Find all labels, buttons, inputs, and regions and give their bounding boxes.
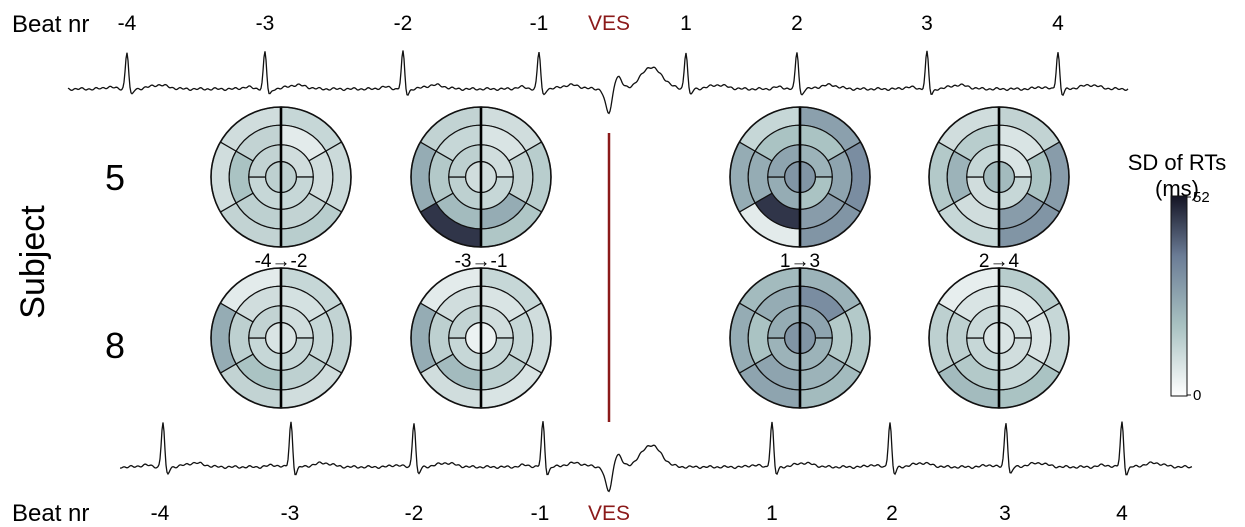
colorbar-max-label: 52 [1193, 189, 1210, 206]
ves-label-top: VES [588, 12, 630, 35]
beat-label-bottom: 4 [1116, 502, 1128, 525]
comparison-labels: -4→-2 -3→-1 1→3 2→4 [255, 251, 1020, 272]
beat-label-bottom: 2 [886, 502, 898, 525]
bullseye-outline [410, 106, 552, 248]
beat-label-bottom: -2 [405, 502, 424, 525]
beat-label-top: -1 [530, 12, 549, 35]
beat-label-top: 4 [1052, 12, 1064, 35]
comparison-label: 1→3 [780, 251, 820, 272]
comparison-label: -3→-1 [455, 251, 508, 272]
bullseye-outline [729, 267, 871, 409]
beat-label-top: -4 [118, 12, 137, 35]
beat-label-top: -3 [256, 12, 275, 35]
bullseye-subject5-beats-m3-m1 [410, 106, 552, 248]
bullseye-outline [928, 106, 1070, 248]
beat-label-top: -2 [394, 12, 413, 35]
bullseye-subject5-beats-1-3 [729, 106, 871, 248]
ves-label-bottom: VES [588, 502, 630, 525]
comparison-label: 2→4 [979, 251, 1020, 272]
bullseye-outline [210, 106, 352, 248]
beat-nr-label-top: Beat nr [12, 11, 89, 38]
top-beat-axis: Beat nr -4 -3 -2 -1 VES 1 2 3 4 [12, 11, 1064, 38]
bullseye-outline [928, 267, 1070, 409]
bullseye-subject8-beats-1-3 [729, 267, 871, 409]
colorbar-min-label: 0 [1193, 387, 1201, 404]
beat-nr-label-bottom: Beat nr [12, 500, 89, 527]
beat-label-top: 1 [680, 12, 692, 35]
bullseye-subject8-beats-m3-m1 [410, 267, 552, 409]
comparison-label: -4→-2 [255, 251, 308, 272]
colorbar-gradient [1170, 195, 1188, 397]
bullseye-subject5-beats-2-4 [928, 106, 1070, 248]
ecg-trace-bottom [119, 421, 1193, 493]
beat-label-bottom: -4 [151, 502, 170, 525]
bullseye-subject8-beats-2-4 [928, 267, 1070, 409]
bullseye-subject8-beats-m4-m2 [210, 267, 352, 409]
bullseye-outline [729, 106, 871, 248]
bullseye-subject5-beats-m4-m2 [210, 106, 352, 248]
subject-label-8: 8 [105, 325, 125, 366]
beat-label-bottom: 3 [999, 502, 1011, 525]
bottom-beat-axis: Beat nr -4 -3 -2 -1 VES 1 2 3 4 [12, 500, 1128, 527]
bullseye-outline [210, 267, 352, 409]
beat-label-top: 3 [921, 12, 933, 35]
colorbar: SD of RTs (ms) 52 0 [1128, 150, 1227, 404]
ecg-trace-top [67, 50, 1129, 115]
bullseye-outline [410, 267, 552, 409]
beat-label-bottom: -1 [531, 502, 550, 525]
y-axis-label: Subject [14, 205, 52, 319]
beat-label-bottom: 1 [766, 502, 778, 525]
beat-label-top: 2 [791, 12, 803, 35]
beat-label-bottom: -3 [281, 502, 300, 525]
colorbar-title-line1: SD of RTs [1128, 150, 1227, 175]
subject-label-5: 5 [105, 157, 125, 198]
